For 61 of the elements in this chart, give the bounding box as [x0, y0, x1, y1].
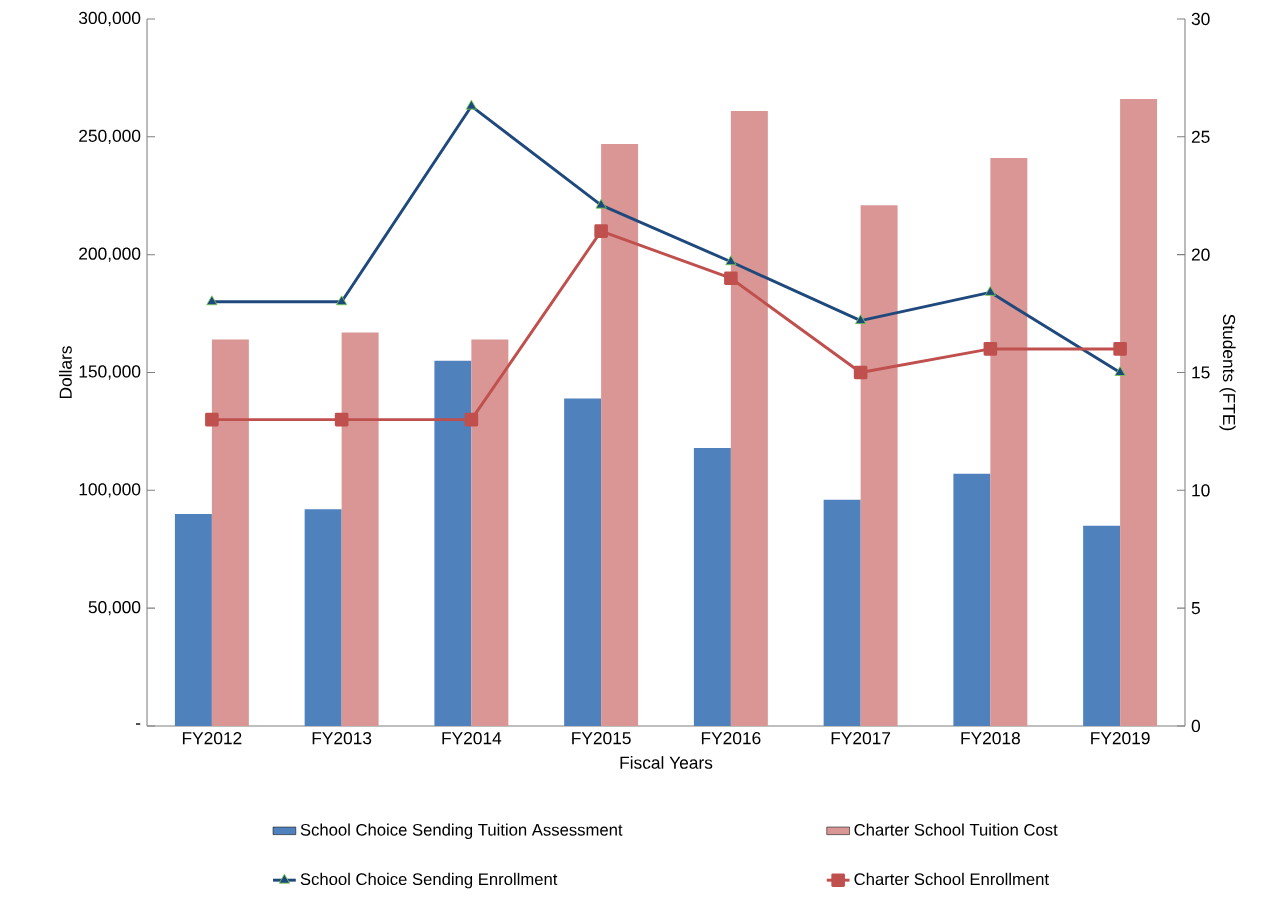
bar — [341, 332, 379, 726]
point — [853, 365, 868, 380]
legend-label: Charter School Enrollment — [854, 872, 1049, 886]
bar — [953, 473, 991, 726]
x-tick-label: FY2015 — [572, 732, 631, 745]
point — [464, 412, 479, 427]
x-tick-label: FY2013 — [312, 732, 372, 745]
x-tick-label: FY2016 — [701, 732, 761, 745]
point — [206, 295, 218, 306]
bar — [860, 205, 898, 726]
y-tick-label: 150,000 — [79, 365, 141, 380]
point — [984, 285, 996, 296]
y-axis-title: Dollars — [59, 346, 72, 399]
point — [594, 224, 608, 238]
point — [205, 412, 219, 427]
y-tick-label: 300,000 — [78, 11, 141, 27]
point — [1113, 342, 1127, 356]
bar — [693, 447, 731, 726]
y-tick-label: 100,000 — [79, 483, 141, 498]
y2-tick-label: 20 — [1191, 248, 1210, 261]
bar — [471, 339, 509, 726]
y2-tick-label: 25 — [1191, 130, 1210, 143]
point — [725, 255, 737, 266]
bar — [174, 513, 212, 726]
y2-tick-label: 5 — [1191, 602, 1200, 615]
y2-tick-label: 30 — [1191, 12, 1210, 26]
legend-label: School Choice Sending Tuition Assessment — [300, 823, 623, 840]
y2-tick-label: 0 — [1191, 719, 1201, 733]
x-axis-title: Fiscal Years — [620, 756, 713, 769]
bar — [564, 398, 602, 726]
y2-tick-label: 15 — [1192, 366, 1210, 379]
bar — [601, 143, 639, 726]
x-tick-label: FY2014 — [442, 732, 502, 745]
point — [1114, 366, 1126, 376]
bar — [1083, 525, 1121, 726]
legend-label: School Choice Sending Enrollment — [300, 872, 558, 889]
x-tick-label: FY2012 — [182, 732, 242, 745]
y-tick-label: 250,000 — [79, 129, 141, 144]
legend-label: Charter School Tuition Cost — [854, 823, 1058, 836]
x-tick-label: FY2018 — [961, 732, 1020, 745]
y2-axis-title: Students (FTE) — [1219, 314, 1236, 431]
y-tick-label: 50,000 — [88, 600, 141, 616]
point — [855, 314, 867, 325]
bar — [730, 110, 768, 726]
bar — [1120, 99, 1158, 726]
point — [595, 198, 607, 209]
y-tick-label: - — [135, 723, 141, 725]
point — [983, 342, 998, 356]
x-tick-label: FY2019 — [1091, 732, 1150, 745]
point — [465, 99, 477, 110]
bar — [823, 499, 861, 726]
point — [336, 295, 348, 306]
bar — [211, 339, 249, 726]
bar — [434, 360, 472, 726]
y-tick-label: 200,000 — [79, 247, 141, 262]
y2-tick-label: 10 — [1192, 484, 1210, 497]
bar — [304, 509, 342, 726]
point — [724, 271, 738, 286]
bar — [990, 158, 1028, 726]
point — [334, 412, 349, 427]
x-tick-label: FY2017 — [831, 732, 891, 745]
